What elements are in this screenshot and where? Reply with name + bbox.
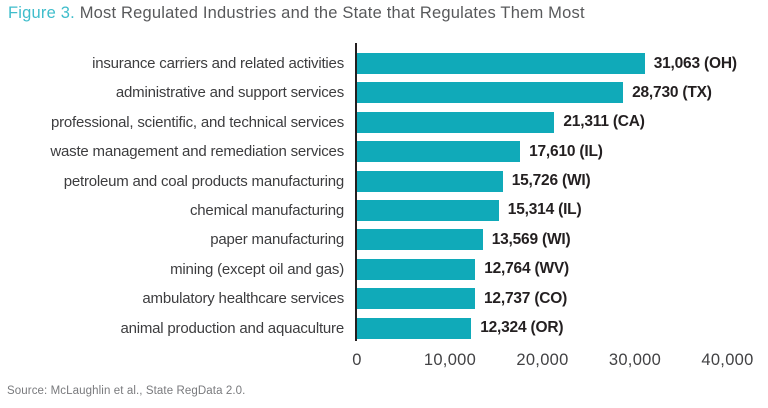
bar <box>357 82 624 104</box>
value-label: 31,063 (OH) <box>653 54 737 72</box>
value-label: 15,314 (IL) <box>507 201 582 219</box>
source-note: Source: McLaughlin et al., State RegData… <box>7 385 246 397</box>
x-axis-tick: 0 <box>352 351 362 369</box>
category-label: mining (except oil and gas) <box>170 260 344 278</box>
category-label: insurance carriers and related activitie… <box>92 55 344 72</box>
x-axis-tick: 40,000 <box>701 351 754 369</box>
bar <box>357 317 472 339</box>
bar <box>357 258 476 280</box>
bar-row: waste management and remediation service… <box>0 141 737 163</box>
value-label: 28,730 (TX) <box>632 83 712 101</box>
value-label: 12,737 (CO) <box>484 289 568 307</box>
category-label: chemical manufacturing <box>189 201 344 219</box>
x-axis-tick: 30,000 <box>608 351 662 369</box>
x-axis: 0 10,000 20,000 30,000 40,000 <box>0 351 768 373</box>
value-label: 12,324 (OR) <box>480 319 564 337</box>
bar-row: ambulatory healthcare services 12,737 (C… <box>0 288 737 310</box>
bar-row: animal production and aquaculture 12,324… <box>0 317 737 339</box>
category-label: paper manufacturing <box>210 231 344 249</box>
bar <box>357 53 645 74</box>
x-axis-tick: 20,000 <box>516 351 569 369</box>
chart-title-text: Most Regulated Industries and the State … <box>79 4 585 22</box>
value-label: 17,610 (IL) <box>529 142 603 160</box>
bar <box>357 170 503 192</box>
figure-number-label: Figure 3. <box>8 4 75 22</box>
bar-row: petroleum and coal products manufacturin… <box>0 170 737 192</box>
category-label: administrative and support services <box>115 84 344 102</box>
category-label: ambulatory healthcare services <box>142 290 344 308</box>
x-axis-tick: 10,000 <box>423 351 477 369</box>
bar <box>357 199 499 221</box>
bar-row: paper manufacturing 13,569 (WI) <box>0 229 737 251</box>
category-label: petroleum and coal products manufacturin… <box>63 172 345 190</box>
bar-row: insurance carriers and related activitie… <box>0 53 737 74</box>
chart-title: Figure 3. Most Regulated Industries and … <box>8 4 585 23</box>
bar <box>357 111 555 133</box>
y-axis-line <box>354 43 357 341</box>
bar-row: administrative and support services 28,7… <box>0 82 737 104</box>
category-label: animal production and aquaculture <box>120 319 344 337</box>
bar-row: mining (except oil and gas) 12,764 (WV) <box>0 258 737 280</box>
bar-chart: insurance carriers and related activitie… <box>0 53 737 339</box>
value-label: 12,764 (WV) <box>484 260 569 278</box>
bar <box>357 229 483 251</box>
category-label: professional, scientific, and technical … <box>50 113 344 131</box>
bar-row: professional, scientific, and technical … <box>0 111 737 133</box>
bar <box>357 141 521 163</box>
value-label: 21,311 (CA) <box>563 113 645 131</box>
category-label: waste management and remediation service… <box>50 143 344 161</box>
value-label: 13,569 (WI) <box>491 230 571 248</box>
bar-row: chemical manufacturing 15,314 (IL) <box>0 199 737 221</box>
value-label: 15,726 (WI) <box>511 172 591 190</box>
bar <box>357 288 475 310</box>
